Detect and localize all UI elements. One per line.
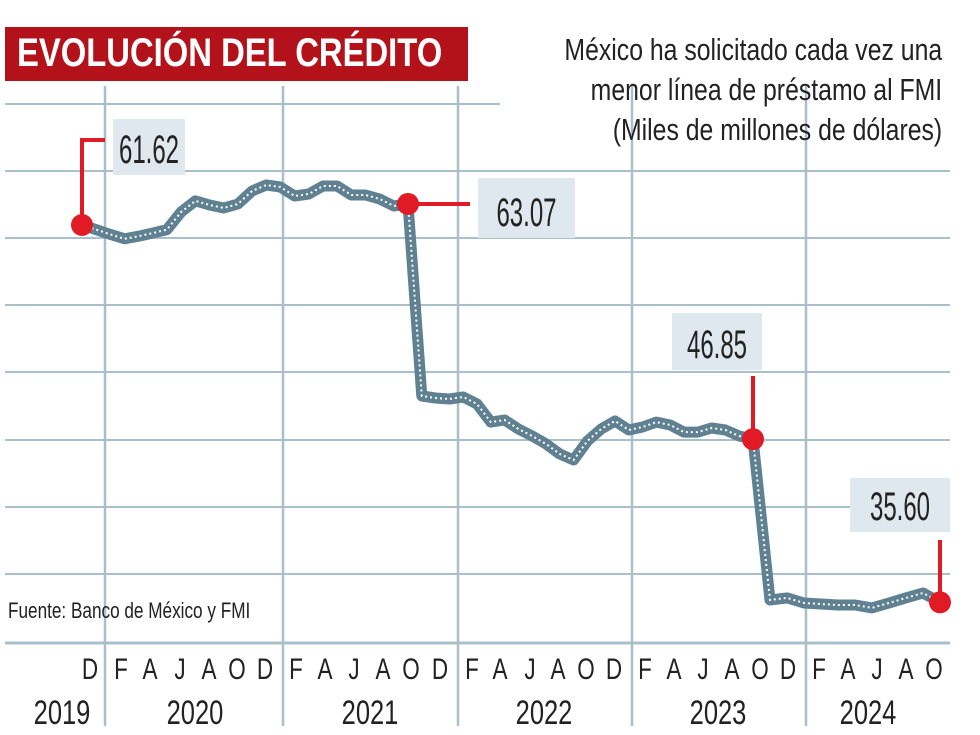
month-tick-label: F xyxy=(114,652,128,686)
subtitle-line: México ha solicitado cada vez una xyxy=(564,32,942,67)
month-tick-label: D xyxy=(82,652,98,686)
month-tick-label: A xyxy=(142,652,157,686)
year-tick-label: 2020 xyxy=(167,695,224,732)
annotations: 61.62 63.07 46.85 35.60 xyxy=(71,119,951,614)
value-label-box xyxy=(478,178,575,238)
month-tick-label: J xyxy=(174,652,185,686)
value-label-box xyxy=(113,119,185,175)
month-tick-label: O xyxy=(925,652,943,686)
year-tick-label: 2022 xyxy=(516,695,573,732)
annotation-leader xyxy=(80,138,105,225)
chart-subtitle: México ha solicitado cada vez una menor … xyxy=(564,30,942,150)
subtitle-line: menor línea de préstamo al FMI xyxy=(590,72,942,107)
month-tick-label: D xyxy=(780,652,796,686)
month-tick-label: J xyxy=(348,652,359,686)
month-tick-label: O xyxy=(228,652,246,686)
highlight-marker xyxy=(742,428,764,451)
month-tick-label: A xyxy=(375,652,390,686)
value-label: 46.85 xyxy=(687,322,747,367)
year-tick-label: 2023 xyxy=(690,695,747,732)
series-line-dots xyxy=(81,183,941,609)
series-line-band xyxy=(76,179,946,614)
month-tick-label: A xyxy=(898,652,913,686)
month-tick-label: A xyxy=(724,652,739,686)
value-label-box xyxy=(672,313,762,370)
month-tick-label: A xyxy=(550,652,565,686)
subtitle-unit: (Miles de millones de dólares) xyxy=(612,112,942,147)
month-tick-label: A xyxy=(840,652,855,686)
highlight-marker xyxy=(397,192,419,215)
month-tick-label: A xyxy=(317,652,332,686)
month-tick-label: F xyxy=(289,652,303,686)
month-tick-label: O xyxy=(577,652,595,686)
month-tick-label: D xyxy=(606,652,622,686)
chart-title: EVOLUCIÓN DEL CRÉDITO xyxy=(17,31,443,75)
month-tick-label: A xyxy=(666,652,681,686)
month-tick-label: D xyxy=(257,652,273,686)
year-tick-label: 2019 xyxy=(34,695,91,732)
year-tick-label: 2021 xyxy=(342,695,399,732)
source-note: Fuente: Banco de México y FMI xyxy=(8,598,251,623)
month-tick-label: D xyxy=(432,652,448,686)
month-tick-label: F xyxy=(465,652,479,686)
title-banner: EVOLUCIÓN DEL CRÉDITO xyxy=(5,27,468,81)
month-tick-label: J xyxy=(697,652,708,686)
year-tick-label: 2024 xyxy=(840,695,897,732)
month-tick-label: J xyxy=(524,652,535,686)
month-tick-label: O xyxy=(402,652,420,686)
month-tick-label: J xyxy=(871,652,882,686)
highlight-marker xyxy=(929,591,951,614)
month-tick-label: A xyxy=(492,652,507,686)
highlight-marker xyxy=(71,214,93,236)
month-tick-label: F xyxy=(812,652,826,686)
value-label: 61.62 xyxy=(119,127,179,172)
month-tick-label: A xyxy=(201,652,216,686)
value-label-box xyxy=(850,478,950,532)
series-line xyxy=(76,179,946,614)
value-label: 35.60 xyxy=(870,484,930,529)
value-label: 63.07 xyxy=(496,190,556,235)
month-tick-label: F xyxy=(638,652,652,686)
month-tick-label: O xyxy=(751,652,769,686)
